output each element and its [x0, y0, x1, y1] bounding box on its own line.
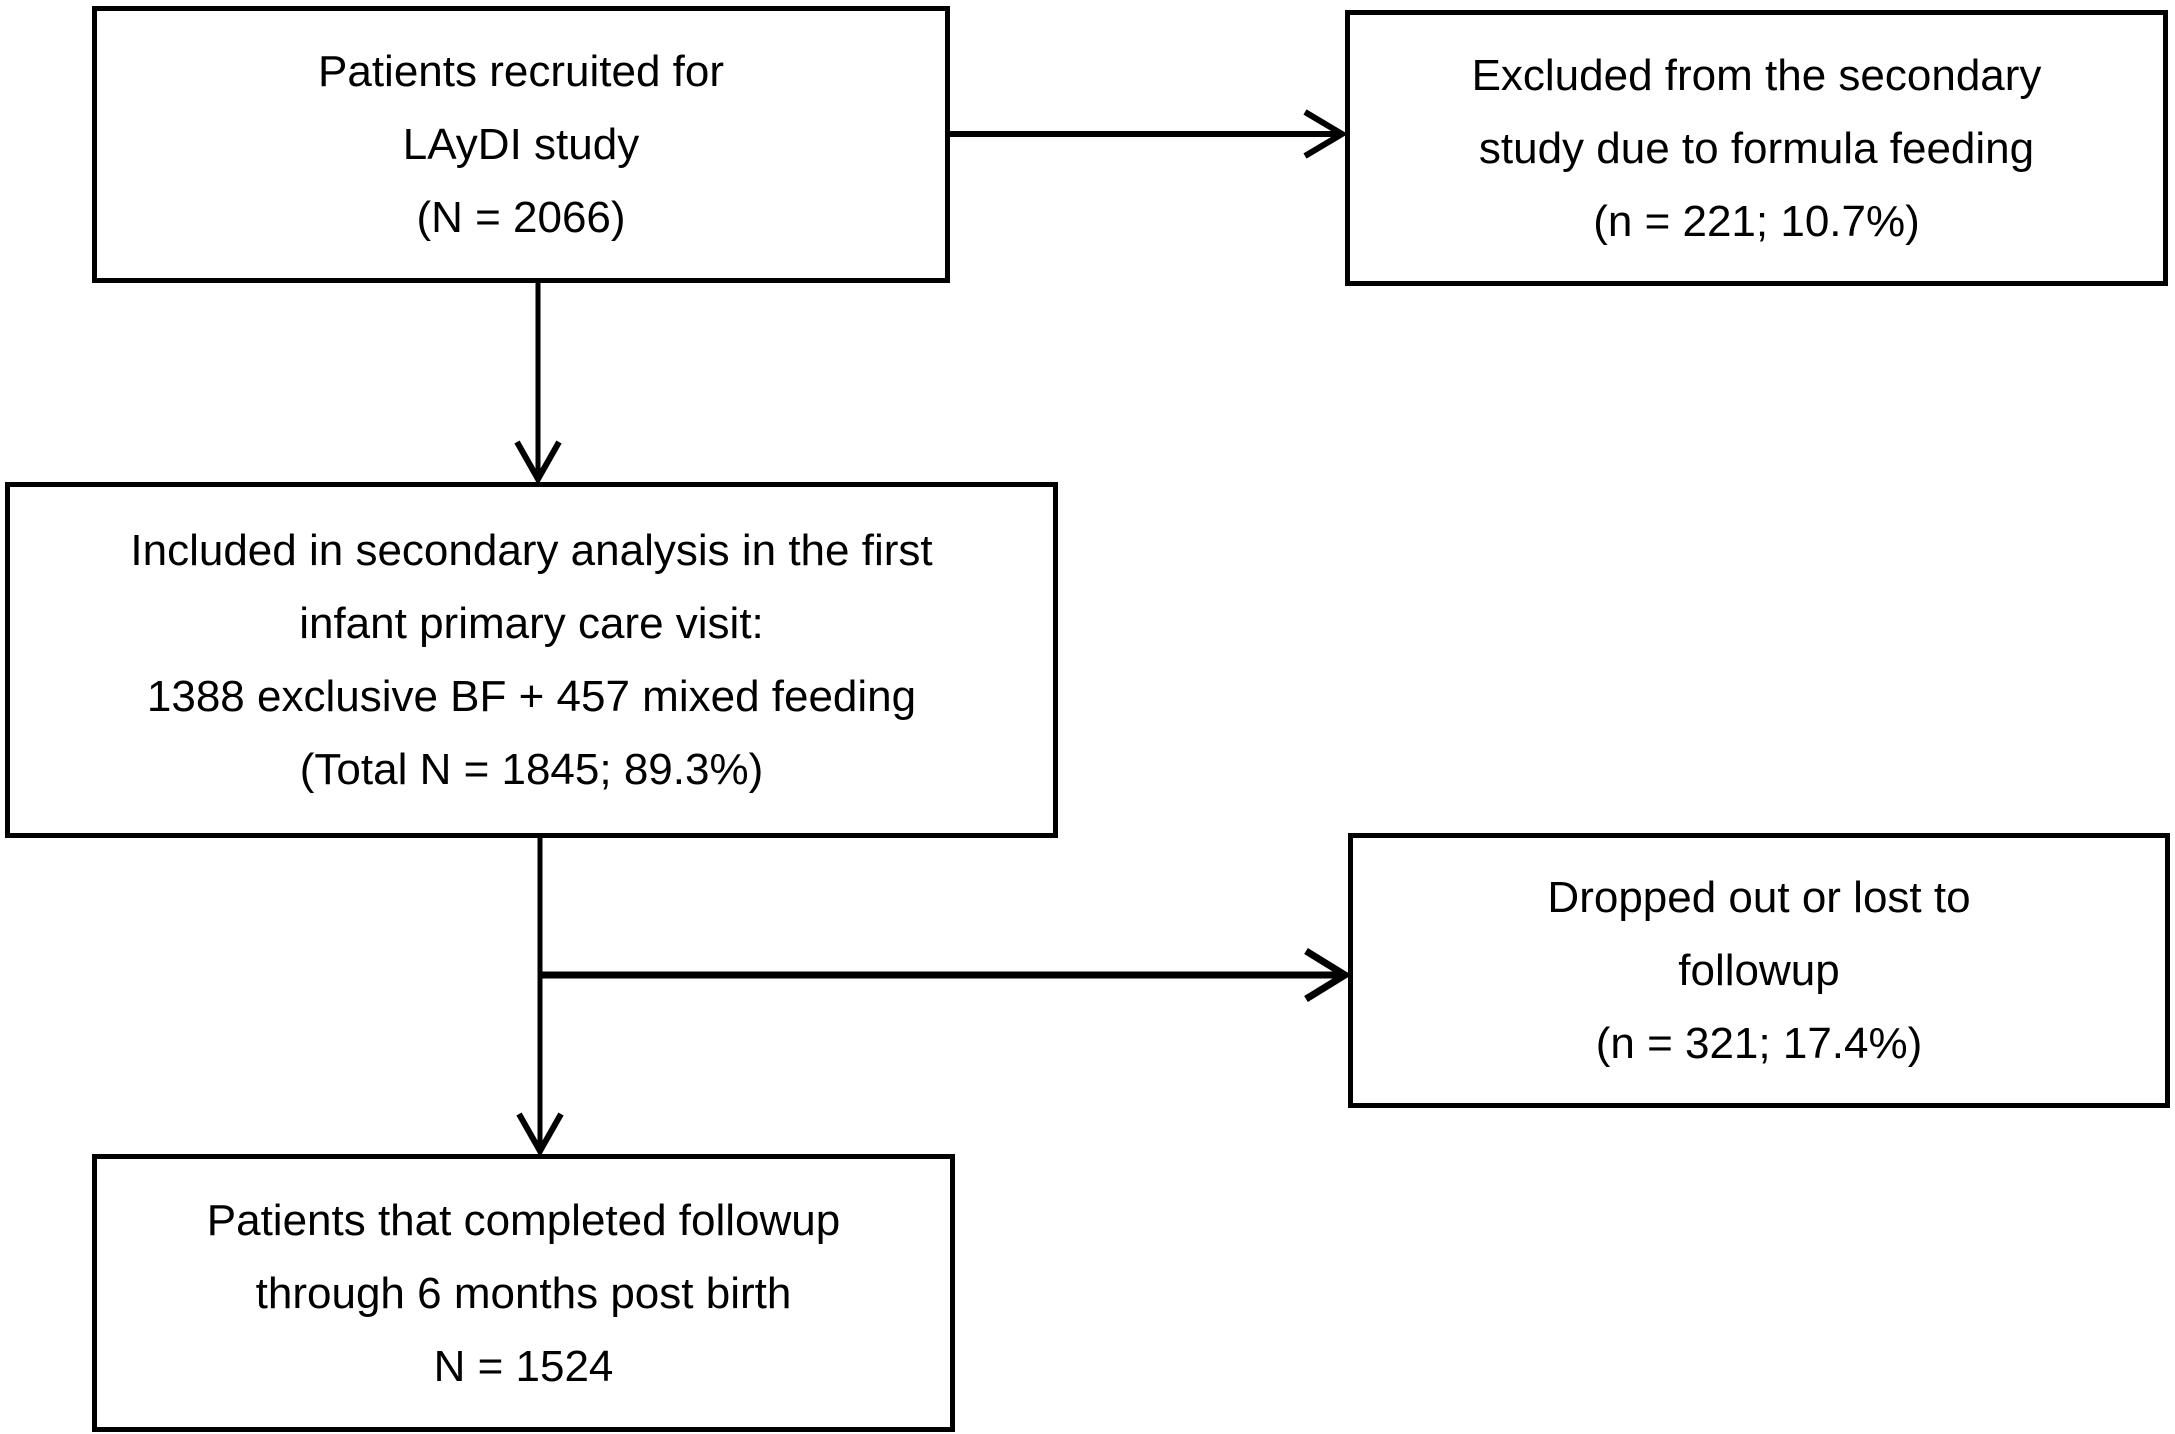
box-text-line: (N = 2066) — [416, 193, 626, 242]
arrow-recruited-to-included-head-icon — [514, 440, 562, 486]
box-patients-recruited: Patients recruited for LAyDI study (N = … — [92, 6, 950, 283]
box-dropped-out-lost-followup: Dropped out or lost to followup (n = 321… — [1348, 833, 2170, 1108]
box-text-line: followup — [1678, 946, 1840, 995]
box-text-line: through 6 months post birth — [255, 1268, 792, 1318]
box-text-line: Dropped out or lost to — [1547, 873, 1971, 922]
box-text-line: Patients recruited for — [318, 47, 724, 96]
box-text-line: Included in secondary analysis in the fi… — [130, 526, 933, 575]
box-text-line: N = 1524 — [433, 1341, 614, 1391]
arrow-included-to-completed-head-icon — [516, 1112, 564, 1158]
arrow-included-to-dropped-head-icon — [1304, 948, 1352, 1002]
box-included-secondary-analysis: Included in secondary analysis in the fi… — [5, 482, 1058, 838]
box-text-line: LAyDI study — [402, 120, 640, 169]
box-text-line: study due to formula feeding — [1478, 123, 2035, 173]
box-text-line: (n = 321; 17.4%) — [1595, 1019, 1923, 1068]
box-completed-followup: Patients that completed followup through… — [92, 1154, 955, 1432]
box-text-line: (n = 221; 10.7%) — [1593, 196, 1920, 246]
box-excluded-formula-feeding: Excluded from the secondary study due to… — [1345, 10, 2168, 286]
box-text-line: 1388 exclusive BF + 457 mixed feeding — [146, 672, 917, 721]
box-text-line: Patients that completed followup — [206, 1195, 841, 1245]
box-text-line: infant primary care visit: — [299, 599, 764, 648]
box-text-line: Excluded from the secondary — [1471, 50, 2042, 100]
arrow-recruited-to-excluded-head-icon — [1303, 109, 1348, 159]
box-text-line: (Total N = 1845; 89.3%) — [299, 745, 764, 794]
